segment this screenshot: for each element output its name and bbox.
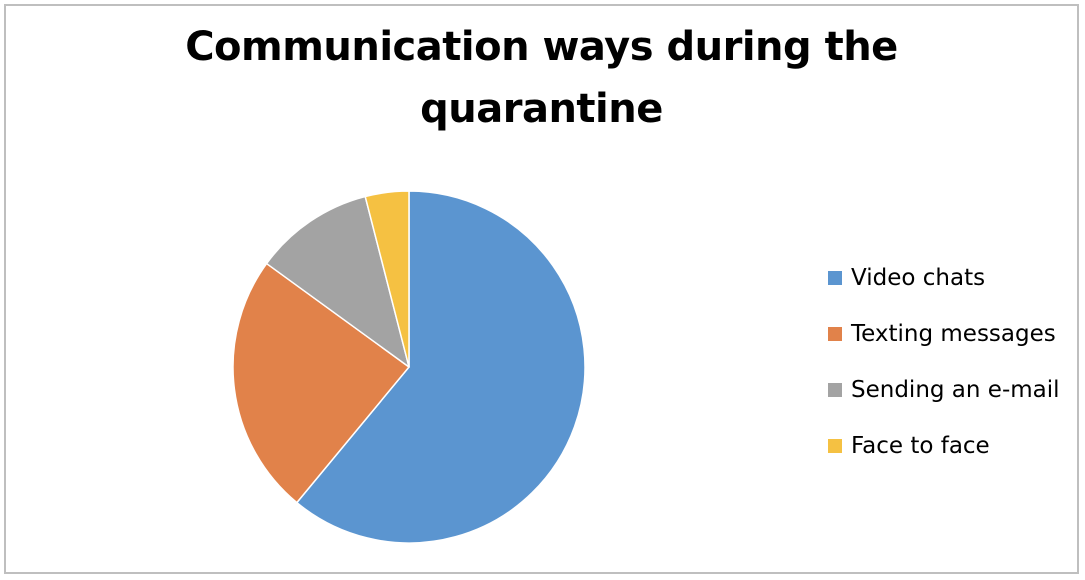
legend-item-sending-an-e-mail: Sending an e-mail	[828, 376, 1060, 404]
legend-swatch-sending-an-e-mail	[828, 383, 842, 397]
chart-title-line-1: Communication ways during the	[185, 24, 898, 70]
legend-label-sending-an-e-mail: Sending an e-mail	[851, 377, 1060, 403]
chart-title: Communication ways during the quarantine	[6, 16, 1077, 140]
legend-swatch-texting-messages	[828, 327, 842, 341]
pie-slice-face-to-face	[364, 190, 410, 368]
legend-label-texting-messages: Texting messages	[851, 321, 1056, 347]
legend-item-texting-messages: Texting messages	[828, 320, 1060, 348]
pie-slices	[232, 190, 586, 544]
pie-slice-video-chats	[296, 190, 586, 544]
legend: Video chats Texting messages Sending an …	[828, 264, 1060, 488]
legend-item-face-to-face: Face to face	[828, 432, 1060, 460]
chart-title-line-2: quarantine	[420, 86, 663, 132]
pie-slice-sending-an-e-mail	[265, 195, 410, 368]
legend-swatch-face-to-face	[828, 439, 842, 453]
pie-slice-texting-messages	[232, 262, 410, 504]
legend-item-video-chats: Video chats	[828, 264, 1060, 292]
legend-swatch-video-chats	[828, 271, 842, 285]
legend-label-face-to-face: Face to face	[851, 433, 990, 459]
legend-label-video-chats: Video chats	[851, 265, 986, 291]
